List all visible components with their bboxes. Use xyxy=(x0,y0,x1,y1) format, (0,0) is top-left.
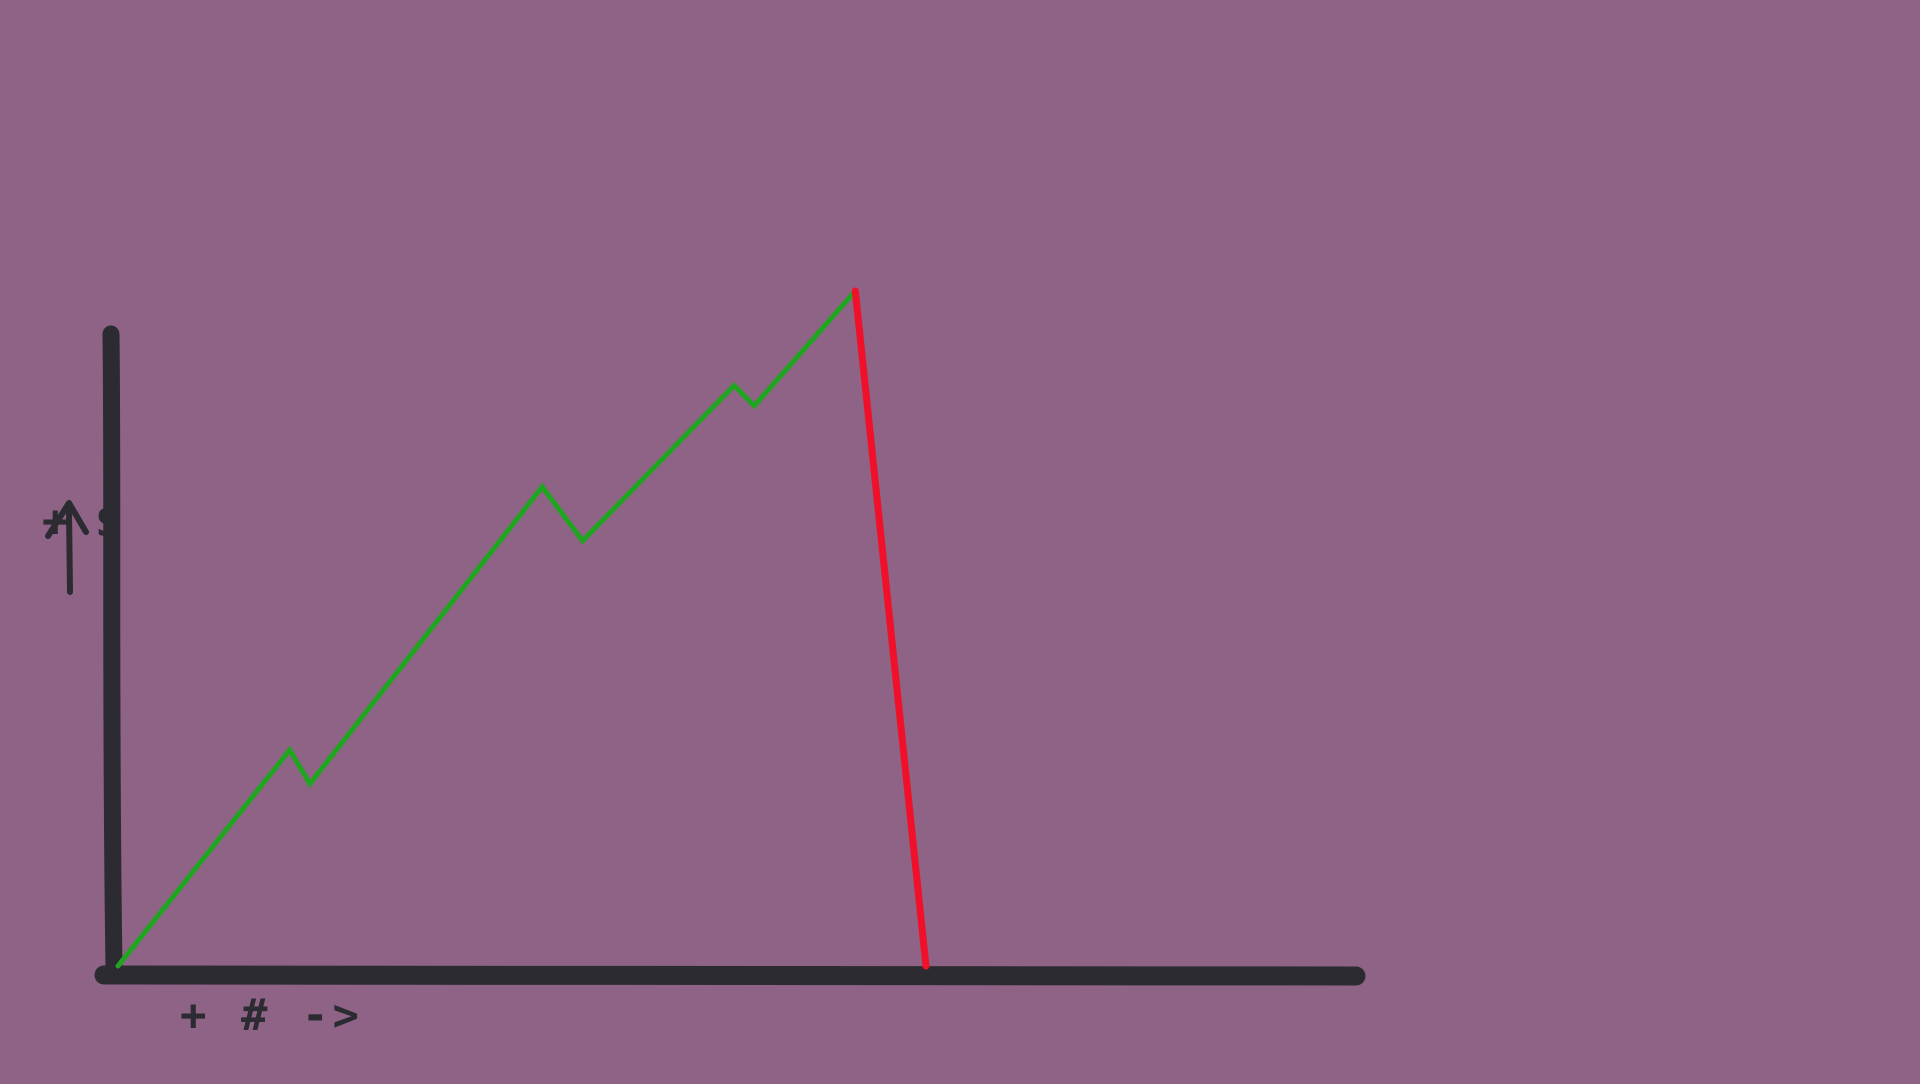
x-axis-line xyxy=(104,974,1356,976)
series-line-rise xyxy=(118,291,855,966)
y-axis-label: + $ xyxy=(42,500,88,544)
series-line-drop xyxy=(855,291,926,966)
y-axis-line xyxy=(111,334,114,968)
y-axis-label-group: + $ xyxy=(42,500,88,544)
x-axis-label: + # -> xyxy=(180,990,363,1041)
